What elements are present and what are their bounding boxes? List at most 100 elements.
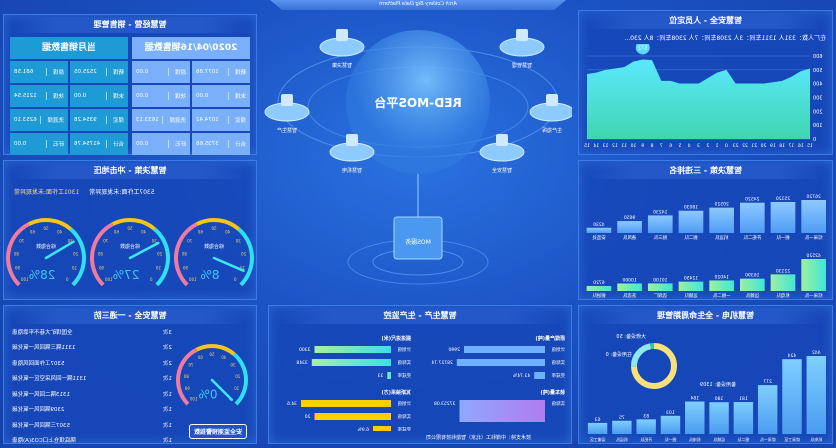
donut-slice	[634, 346, 650, 366]
item-label: 1311隅一回风采空区一氧化碳	[12, 374, 87, 382]
node-label: 智慧生产	[277, 127, 297, 134]
bar-category: 运输队	[684, 292, 698, 299]
y-tick: 200	[813, 109, 823, 115]
gauge-tick: 70	[188, 363, 194, 368]
gauge-label: 综合指数	[204, 243, 224, 250]
status-5307: 5307工作面:未发现异常	[89, 187, 154, 196]
gauge-tick: 90	[14, 265, 20, 270]
gauge-tick: 100	[105, 277, 113, 282]
row-label: 完成率	[551, 372, 565, 379]
item-count: 1次	[163, 436, 172, 444]
bar	[460, 400, 546, 422]
gauge-tick: 30	[230, 363, 236, 368]
x-tick: 6	[669, 143, 672, 149]
node-label: 智慧决策	[332, 62, 352, 69]
block-title: 装车量(吨)	[540, 389, 566, 396]
sales-cell-label: 洗混煤	[162, 116, 186, 124]
bar	[771, 202, 796, 233]
bar-value: 26720	[806, 194, 820, 200]
gauge-tick: 70	[187, 238, 193, 243]
x-tick: 8	[650, 143, 653, 149]
bar-category: 运输队	[745, 292, 759, 299]
safety-warning-button[interactable]: 安全监测预警指数	[189, 424, 247, 439]
gauge-tick: 20	[157, 251, 163, 256]
bar-value: 25120	[776, 196, 790, 202]
gauge-tick: 40	[141, 229, 147, 234]
y-tick: 100	[813, 123, 823, 129]
gauge-tick: 60	[197, 229, 203, 234]
bar	[301, 400, 391, 407]
personnel-summary: 在厂人数：331人 1311车间：3人 2308车间：7人 2308车间：8人 …	[579, 31, 832, 44]
gauge-tick: 40	[221, 355, 227, 360]
sales-cell-label: 精煤	[106, 68, 124, 76]
node-icon	[336, 29, 348, 41]
bar	[661, 416, 680, 434]
bar	[807, 356, 826, 434]
bar-category: 机电队	[689, 436, 701, 442]
personnel-panel: 智慧安全 - 人员定位 在厂人数：331人 1311车间：3人 2308车间：7…	[578, 10, 833, 155]
list-item: 3次 全国煤矿大巷不牢靠隐患	[12, 324, 172, 340]
node-label: 智慧管理	[512, 62, 532, 69]
item-label: 1311隅三隅回风一氧化碳	[12, 343, 76, 351]
item-label: 隅底煤仓上口CO3(A)隐患	[12, 436, 76, 444]
bar-category: 机电队	[776, 292, 790, 299]
y-tick: 400	[813, 82, 823, 88]
bar-category: 选煤厂	[653, 292, 667, 299]
sales-cell-label: 末煤	[106, 92, 124, 100]
sales-cell-label: 矸石	[168, 140, 186, 148]
bar-value: 184	[690, 396, 699, 402]
bar	[387, 372, 391, 379]
item-count: 1次	[163, 405, 172, 413]
bar-category: 运输队	[713, 436, 725, 442]
bar	[758, 385, 777, 434]
gauge-tick: 50	[211, 226, 217, 231]
x-tick: 12	[612, 143, 618, 149]
safety-gauge: 01020304050607080901000%	[172, 336, 252, 416]
bar-category: 掘三队	[653, 234, 667, 241]
x-tick: 3	[697, 143, 700, 149]
gauge-value: 28%	[29, 268, 56, 282]
gauge-tick: 100	[189, 396, 197, 401]
bar	[312, 359, 391, 366]
bar	[315, 346, 392, 353]
y-tick: 600	[813, 54, 823, 60]
gauge-group: 0102030405060708090100综合指数8%010203040506…	[4, 202, 256, 302]
panel-title: 智慧决策 - 冲击地压	[10, 163, 250, 179]
bar-value: 103	[666, 410, 675, 416]
block-title: 原煤产量(吨)	[535, 335, 565, 342]
gauge-tick: 10	[156, 265, 162, 270]
sales-cell-label: 原煤	[46, 68, 64, 76]
sales-cell-label: 洗混煤	[40, 116, 64, 124]
panel-title: 智慧经营 - 销售管理	[10, 17, 250, 33]
bar-value: 33	[378, 373, 384, 379]
bar	[373, 426, 391, 431]
gauge-tick: 80	[183, 374, 189, 379]
y-tick: 300	[813, 96, 823, 102]
bar-value: 180	[715, 396, 724, 402]
item-count: 3次	[163, 328, 172, 336]
x-tick: 15	[584, 143, 590, 149]
gauge-tick: 50	[209, 352, 215, 357]
x-tick: 13	[603, 143, 609, 149]
gauge-tick: 80	[13, 251, 19, 256]
bar	[740, 203, 765, 233]
gauge-tick: 60	[197, 355, 203, 360]
row-label: 计划值	[397, 346, 411, 353]
item-label: 5307三隅回风一氧化碳	[12, 421, 70, 429]
sales-cell-value: 0.00	[196, 93, 208, 99]
sales-cell-value: 1633.13	[136, 117, 159, 123]
item-label: 全国煤矿大巷不牢靠隐患	[12, 328, 73, 336]
gauge-tick: 70	[103, 238, 109, 243]
sales-cell-value: 681.58	[14, 69, 33, 75]
gauge-tick: 10	[234, 386, 240, 391]
